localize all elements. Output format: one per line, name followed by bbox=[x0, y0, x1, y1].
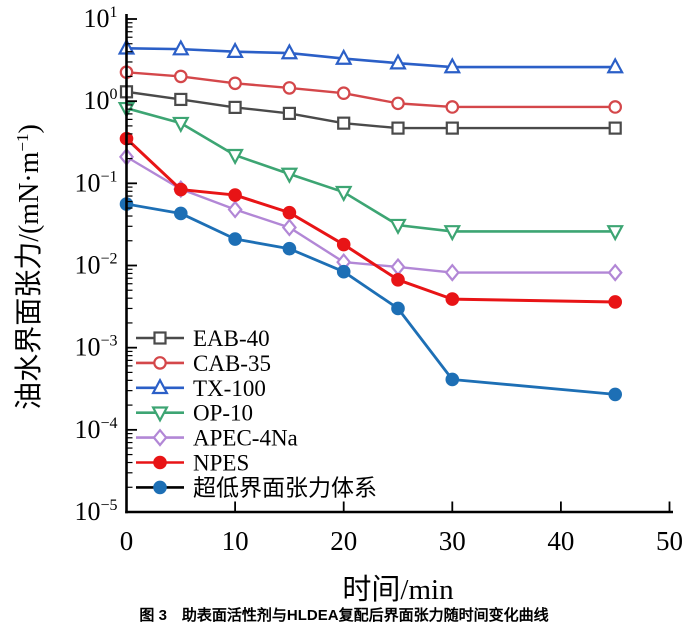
x-tick-label: 10 bbox=[222, 526, 249, 556]
series-marker-NPES bbox=[282, 205, 297, 220]
legend-marker-TX-100 bbox=[151, 377, 169, 395]
legend-item-CAB-35: CAB-35 bbox=[136, 351, 271, 376]
series-marker-CAB-35 bbox=[228, 76, 242, 91]
series-marker-TX-100 bbox=[226, 41, 244, 58]
series-marker-TX-100 bbox=[443, 57, 462, 74]
series-line-APEC-4Na bbox=[125, 155, 617, 274]
series-marker-NPES bbox=[228, 188, 242, 202]
legend-label-NPES: NPES bbox=[193, 451, 249, 476]
series-line-NPES bbox=[125, 137, 617, 304]
series-marker-OP-10 bbox=[172, 116, 190, 134]
series-marker-超低界面张力体系 bbox=[445, 372, 460, 387]
series-marker-CAB-35 bbox=[336, 86, 351, 101]
x-axis-title: 时间/min bbox=[342, 573, 454, 606]
legend-marker-OP-10 bbox=[151, 406, 169, 423]
legend-item-超低界面张力体系: 超低界面张力体系 bbox=[136, 475, 377, 500]
series-marker-NPES bbox=[391, 272, 405, 287]
x-tick-label: 40 bbox=[547, 526, 574, 556]
legend-marker-APEC-4Na bbox=[152, 428, 168, 447]
legend-label-超低界面张力体系: 超低界面张力体系 bbox=[193, 475, 377, 500]
x-tick-label: 50 bbox=[656, 526, 683, 556]
legend: EAB-40CAB-35TX-100OP-10APEC-4NaNPES超低界面张… bbox=[136, 326, 377, 500]
legend-marker-NPES bbox=[153, 455, 167, 470]
series-marker-超低界面张力体系 bbox=[282, 241, 297, 256]
series-marker-NPES bbox=[445, 292, 460, 306]
series-line-EAB-40 bbox=[125, 90, 617, 130]
series-marker-超低界面张力体系 bbox=[174, 206, 188, 221]
x-tick-label: 30 bbox=[439, 526, 466, 556]
x-tick-label: 20 bbox=[330, 526, 357, 556]
series-marker-APEC-4Na bbox=[444, 263, 460, 282]
series-marker-APEC-4Na bbox=[607, 263, 623, 282]
series-marker-CAB-35 bbox=[282, 81, 297, 95]
legend-label-TX-100: TX-100 bbox=[193, 376, 266, 401]
y-tick-label: 10−2 bbox=[74, 251, 117, 280]
series-marker-EAB-40 bbox=[228, 100, 242, 114]
series-line-TX-100 bbox=[125, 46, 617, 69]
series-marker-APEC-4Na bbox=[227, 200, 243, 219]
series-marker-EAB-40 bbox=[174, 92, 188, 107]
series-line-CAB-35 bbox=[125, 71, 617, 109]
legend-marker-超低界面张力体系 bbox=[153, 480, 167, 495]
series-marker-OP-10 bbox=[226, 148, 244, 166]
legend-marker-EAB-40 bbox=[153, 331, 167, 345]
series-line-OP-10 bbox=[125, 106, 617, 233]
legend-label-CAB-35: CAB-35 bbox=[193, 351, 271, 376]
axes-layer: 101 100 10−1 10−2 10−3 10−4 10−50 10 20 30 40 50 bbox=[74, 4, 683, 556]
y-axis-title: 油水界面张力/(mN·m−1) bbox=[13, 124, 45, 410]
y-tick-label: 101 bbox=[84, 4, 118, 33]
legend-item-TX-100: TX-100 bbox=[136, 376, 266, 401]
series-marker-CAB-35 bbox=[445, 100, 460, 114]
series-marker-超低界面张力体系 bbox=[391, 301, 405, 316]
series-marker-OP-10 bbox=[606, 225, 624, 242]
series-line-超低界面张力体系 bbox=[125, 202, 617, 396]
y-tick-label: 10−5 bbox=[74, 497, 117, 526]
series-marker-CAB-35 bbox=[174, 69, 188, 84]
series-marker-TX-100 bbox=[606, 57, 624, 74]
series-marker-OP-10 bbox=[389, 218, 407, 236]
series-marker-CAB-35 bbox=[391, 96, 405, 111]
legend-item-NPES: NPES bbox=[136, 451, 249, 476]
series-marker-超低界面张力体系 bbox=[228, 232, 242, 246]
legend-item-EAB-40: EAB-40 bbox=[136, 326, 270, 351]
series-marker-OP-10 bbox=[334, 185, 353, 203]
series-marker-EAB-40 bbox=[282, 106, 296, 120]
series-marker-EAB-40 bbox=[337, 116, 351, 130]
x-tick-label: 0 bbox=[120, 526, 134, 556]
series-marker-NPES bbox=[608, 295, 622, 309]
legend-item-APEC-4Na: APEC-4Na bbox=[136, 426, 298, 451]
legend-label-EAB-40: EAB-40 bbox=[193, 326, 270, 351]
series-marker-OP-10 bbox=[280, 167, 299, 184]
series-marker-EAB-40 bbox=[608, 121, 622, 135]
series-marker-APEC-4Na bbox=[281, 218, 297, 237]
series-marker-OP-10 bbox=[443, 225, 462, 242]
y-tick-label: 10−1 bbox=[74, 168, 117, 197]
series-marker-超低界面张力体系 bbox=[608, 387, 622, 402]
series-marker-TX-100 bbox=[389, 53, 407, 70]
y-tick-label: 100 bbox=[84, 86, 118, 115]
series-marker-TX-100 bbox=[280, 43, 299, 60]
series-marker-超低界面张力体系 bbox=[336, 264, 351, 279]
y-tick-label: 10−4 bbox=[74, 415, 117, 444]
legend-label-APEC-4Na: APEC-4Na bbox=[193, 426, 298, 451]
series-marker-NPES bbox=[174, 182, 188, 197]
y-tick-label: 10−3 bbox=[74, 333, 117, 362]
series-marker-APEC-4Na bbox=[390, 257, 406, 277]
legend-item-OP-10: OP-10 bbox=[136, 401, 253, 426]
series-marker-CAB-35 bbox=[608, 100, 622, 114]
legend-marker-CAB-35 bbox=[153, 356, 167, 370]
legend-label-OP-10: OP-10 bbox=[193, 401, 253, 426]
series-marker-TX-100 bbox=[172, 39, 190, 56]
series-marker-TX-100 bbox=[334, 48, 353, 65]
series-marker-EAB-40 bbox=[391, 121, 405, 135]
figure-caption: 图 3 助表面活性剂与HLDEA复配后界面张力随时间变化曲线 bbox=[139, 606, 548, 624]
series-marker-EAB-40 bbox=[445, 121, 459, 135]
series-marker-NPES bbox=[336, 237, 351, 252]
